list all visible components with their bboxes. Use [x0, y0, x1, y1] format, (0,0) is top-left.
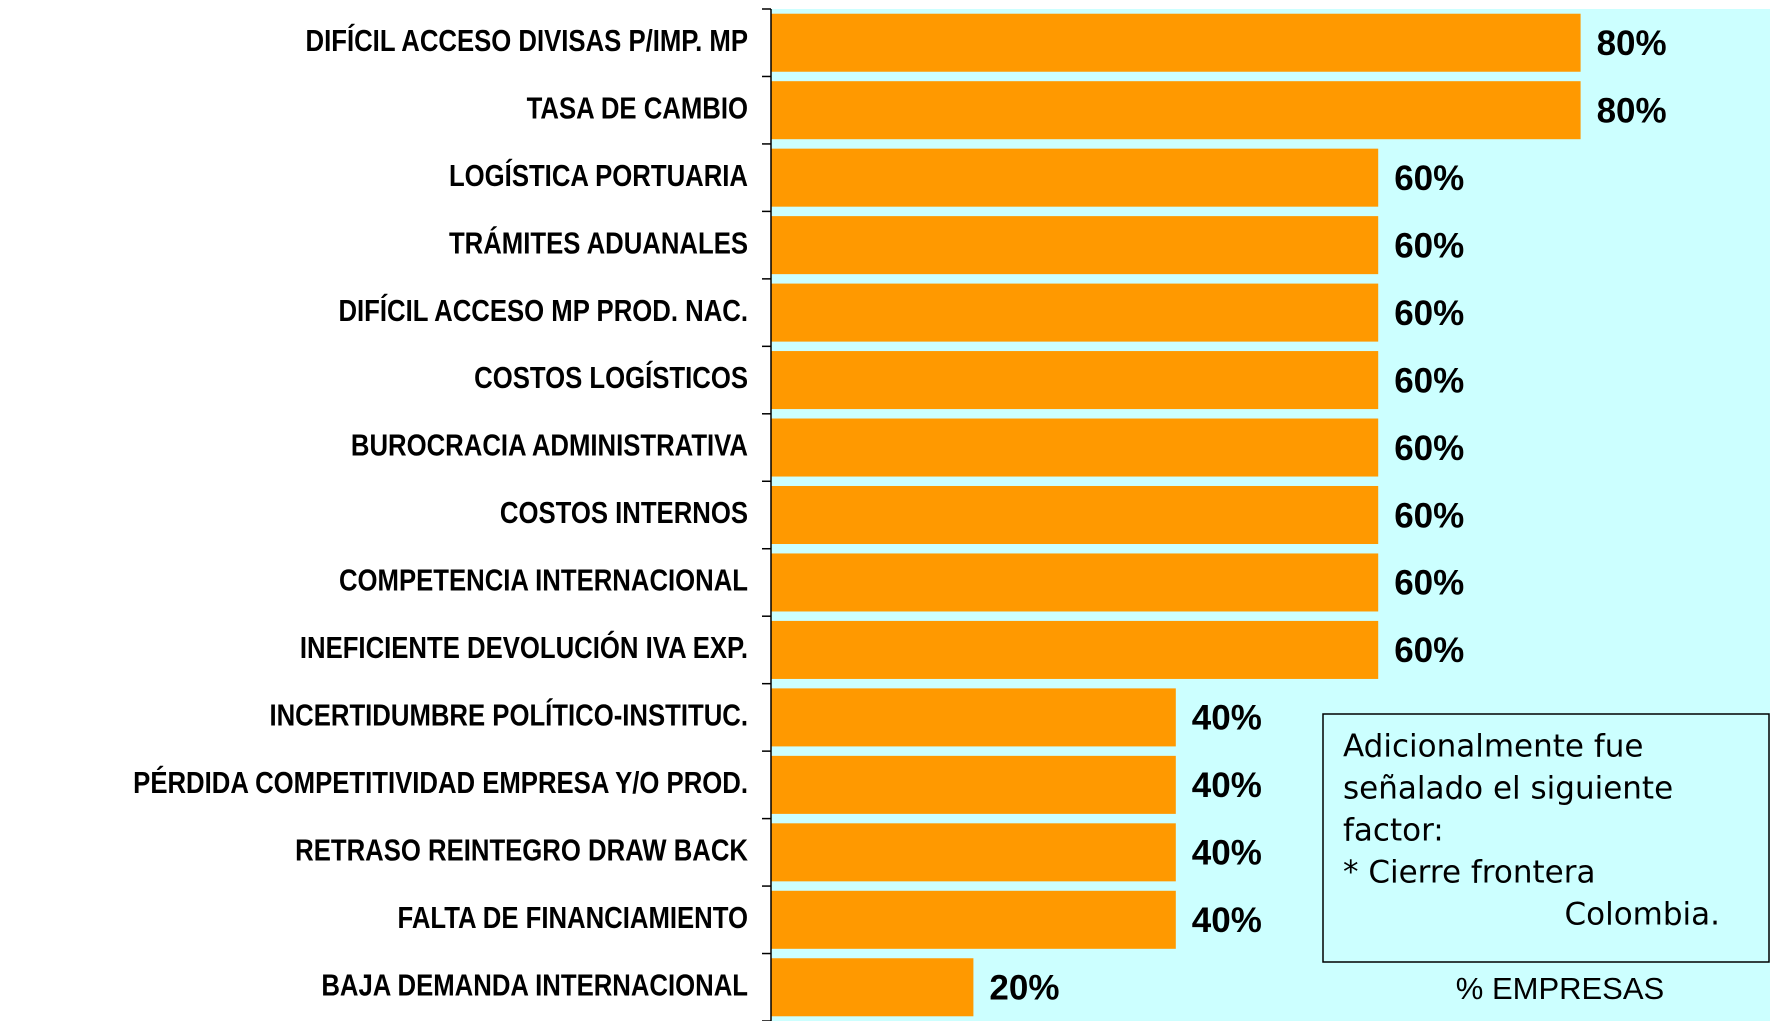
bar [771, 148, 1379, 207]
annotation-line: * Cierre frontera [1343, 855, 1595, 891]
y-tick-label: FALTA DE FINANCIAMIENTO [398, 901, 748, 936]
category-group: INCERTIDUMBRE POLÍTICO-INSTITUC. [269, 698, 748, 733]
y-tick-label: LOGÍSTICA PORTUARIA [449, 159, 748, 194]
bar [771, 620, 1379, 679]
category-group: RETRASO REINTEGRO DRAW BACK [295, 833, 748, 868]
y-tick-label: COSTOS LOGÍSTICOS [474, 361, 748, 396]
value-label: 60% [1394, 429, 1464, 468]
value-label: 60% [1394, 226, 1464, 265]
bar [771, 283, 1379, 342]
y-tick-label: BAJA DEMANDA INTERNACIONAL [321, 968, 748, 1003]
category-group: PÉRDIDA COMPETITIVIDAD EMPRESA Y/O PROD. [133, 766, 748, 801]
category-group: COMPETENCIA INTERNACIONAL [339, 563, 748, 598]
bar [771, 418, 1379, 477]
bar [771, 485, 1379, 545]
y-tick-label: INCERTIDUMBRE POLÍTICO-INSTITUC. [269, 698, 748, 733]
bar [771, 351, 1379, 410]
y-tick-label: RETRASO REINTEGRO DRAW BACK [295, 833, 748, 868]
category-group: DIFÍCIL ACCESO DIVISAS P/IMP. MP [306, 24, 748, 59]
category-group: BAJA DEMANDA INTERNACIONAL [321, 968, 748, 1003]
value-label: 60% [1394, 631, 1464, 670]
value-label: 40% [1192, 699, 1262, 738]
value-label: 20% [989, 969, 1059, 1008]
value-label: 40% [1192, 901, 1262, 940]
category-group: LOGÍSTICA PORTUARIA [449, 159, 748, 194]
annotation-line: factor: [1343, 813, 1444, 849]
category-group: INEFICIENTE DEVOLUCIÓN IVA EXP. [300, 631, 748, 666]
y-tick-label: DIFÍCIL ACCESO MP PROD. NAC. [338, 294, 748, 329]
bar [771, 890, 1176, 949]
value-label: 60% [1394, 564, 1464, 603]
value-label: 60% [1394, 496, 1464, 535]
bar [771, 688, 1176, 747]
value-label: 60% [1394, 294, 1464, 333]
bar [771, 823, 1176, 882]
value-label: 80% [1597, 24, 1667, 63]
y-tick-label: COMPETENCIA INTERNACIONAL [339, 563, 748, 598]
bar [771, 81, 1581, 140]
annotation-line: señalado el siguiente [1343, 771, 1673, 807]
bar [771, 13, 1581, 72]
bar [771, 755, 1176, 814]
annotation-line: Adicionalmente fue [1343, 729, 1643, 765]
bar [771, 216, 1379, 275]
value-label: 60% [1394, 159, 1464, 198]
category-group: COSTOS LOGÍSTICOS [474, 361, 748, 396]
y-tick-label: TASA DE CAMBIO [527, 91, 748, 126]
annotation-line: Colombia. [1564, 897, 1720, 933]
y-tick-label: INEFICIENTE DEVOLUCIÓN IVA EXP. [300, 631, 748, 666]
value-label: 80% [1597, 91, 1667, 130]
category-group: COSTOS INTERNOS [500, 496, 748, 531]
value-label: 40% [1192, 766, 1262, 805]
category-group: BUROCRACIA ADMINISTRATIVA [351, 429, 748, 464]
category-group: TRÁMITES ADUANALES [449, 226, 748, 261]
x-axis-label: % EMPRESAS [1456, 971, 1664, 1006]
y-tick-label: TRÁMITES ADUANALES [449, 226, 748, 261]
category-group: FALTA DE FINANCIAMIENTO [398, 901, 748, 936]
y-tick-label: COSTOS INTERNOS [500, 496, 748, 531]
annotation-box [1322, 713, 1770, 963]
bar [771, 958, 974, 1017]
value-label: 40% [1192, 834, 1262, 873]
value-label: 60% [1394, 361, 1464, 400]
category-group: TASA DE CAMBIO [527, 91, 748, 126]
bar [771, 553, 1379, 612]
category-group: DIFÍCIL ACCESO MP PROD. NAC. [338, 294, 748, 329]
y-tick-label: PÉRDIDA COMPETITIVIDAD EMPRESA Y/O PROD. [133, 766, 748, 801]
y-tick-label: DIFÍCIL ACCESO DIVISAS P/IMP. MP [306, 24, 748, 59]
y-tick-label: BUROCRACIA ADMINISTRATIVA [351, 429, 748, 464]
